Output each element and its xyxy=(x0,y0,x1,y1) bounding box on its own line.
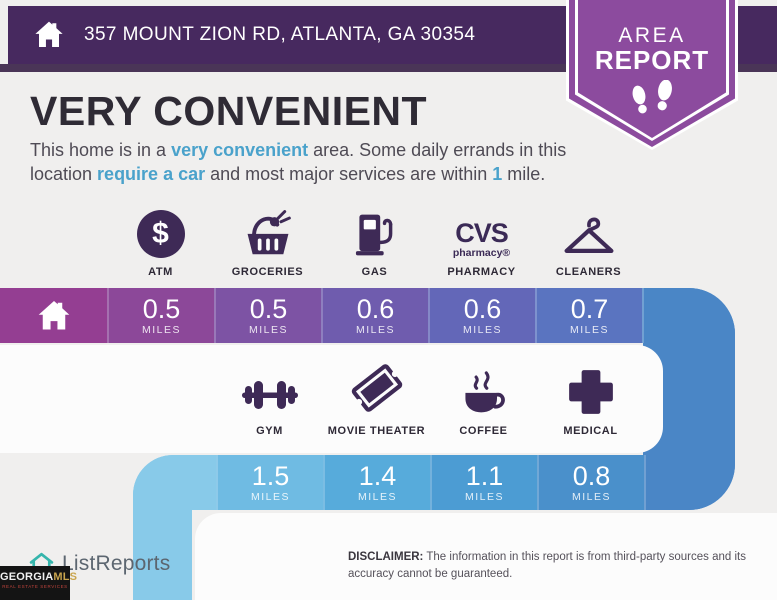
service-label-medical: MEDICAL xyxy=(563,425,618,437)
service-label-groceries: GROCERIES xyxy=(231,266,304,278)
service-pharmacy: CVS pharmacy® PHARMACY xyxy=(428,202,535,278)
distance-unit: MILES xyxy=(141,324,181,337)
distance-unit: MILES xyxy=(250,491,290,504)
distance-cell-movie-theater: 1.4 MILES xyxy=(323,455,430,510)
movie-ticket-icon xyxy=(351,364,402,412)
footprints-icon xyxy=(632,80,672,114)
home-icon-bar xyxy=(38,300,69,329)
distance-cell-pharmacy: 0.6 MILES xyxy=(428,288,535,343)
descr-seg-6: mile. xyxy=(502,164,546,185)
service-groceries: GROCERIES xyxy=(214,202,321,278)
hanger-icon xyxy=(564,217,613,253)
disclaimer-text: DISCLAIMER: The information in this repo… xyxy=(348,549,746,582)
header-bottom-edge xyxy=(0,64,777,72)
service-movie-theater: MOVIE THEATER xyxy=(323,353,430,437)
descr-seg-0: This home is in a xyxy=(30,140,172,160)
service-label-coffee: COFFEE xyxy=(459,425,508,437)
atm-dollar-icon: $ xyxy=(136,210,185,258)
home-distance-origin xyxy=(0,288,107,343)
distance-value: 1.5 xyxy=(251,460,290,491)
distance-bar-row2: 1.5 MILES 1.4 MILES 1.1 MILES 0.8 MILES xyxy=(133,455,735,510)
distance-value: 0.5 xyxy=(142,293,181,324)
distance-cell-coffee: 1.1 MILES xyxy=(430,455,537,510)
badge-title-line1: AREA xyxy=(618,24,686,47)
walkability-description: This home is in a very convenient area. … xyxy=(30,138,575,187)
service-cleaners: CLEANERS xyxy=(535,202,642,278)
distance-unit: MILES xyxy=(355,324,395,337)
listreports-wordmark: ListReports xyxy=(62,551,171,575)
service-gas: GAS xyxy=(321,202,428,278)
distance-cell-gas: 0.6 MILES xyxy=(321,288,428,343)
descr-highlight-require-a-car: require a car xyxy=(97,164,206,185)
distance-value: 0.6 xyxy=(356,293,395,324)
footer-panel xyxy=(195,513,777,600)
service-label-gym: GYM xyxy=(256,425,283,437)
distance-cell-gym: 1.5 MILES xyxy=(216,455,323,510)
distance-value: 0.5 xyxy=(249,293,288,324)
distance-value: 0.6 xyxy=(463,293,502,324)
ribbon-corner-top-right xyxy=(642,288,735,343)
cvs-pharmacy-logo: CVS pharmacy® xyxy=(452,217,511,259)
georgiamls-mls: MLS xyxy=(53,571,78,583)
ribbon-corner-top-left xyxy=(133,455,216,510)
distance-unit: MILES xyxy=(569,324,609,337)
ribbon-row2-tail xyxy=(644,455,735,510)
area-report-badge: AREA REPORT xyxy=(566,0,738,150)
disclaimer-body: The information in this report is from t… xyxy=(348,551,746,580)
service-label-gas: GAS xyxy=(361,266,388,278)
service-atm: $ ATM xyxy=(107,202,214,278)
distance-cell-medical: 0.8 MILES xyxy=(537,455,644,510)
distance-unit: MILES xyxy=(571,491,611,504)
descr-seg-4: and most major services are within xyxy=(205,164,493,185)
dollar-glyph: $ xyxy=(152,217,169,250)
service-label-atm: ATM xyxy=(148,266,173,278)
services-row2: GYM MOVIE THEATER xyxy=(216,353,644,437)
descr-highlight-miles: 1 xyxy=(492,164,503,185)
service-label-cleaners: CLEANERS xyxy=(555,266,622,278)
service-gym: GYM xyxy=(216,353,323,437)
cvs-pharmacy-word: pharmacy® xyxy=(452,246,511,259)
distance-unit: MILES xyxy=(462,324,502,337)
service-coffee: COFFEE xyxy=(430,353,537,437)
groceries-basket-icon xyxy=(247,210,291,255)
distance-value: 1.1 xyxy=(465,460,504,491)
coffee-cup-icon xyxy=(464,371,505,413)
property-address: 357 MOUNT ZION RD, ATLANTA, GA 30354 xyxy=(84,24,476,45)
distance-unit: MILES xyxy=(248,324,288,337)
distance-value: 0.8 xyxy=(572,460,611,491)
distance-cell-cleaners: 0.7 MILES xyxy=(535,288,642,343)
walkability-headline: VERY CONVENIENT xyxy=(30,88,428,134)
disclaimer-label: DISCLAIMER: xyxy=(348,551,424,563)
georgiamls-logo: GEORGIAMLS REAL ESTATE SERVICES xyxy=(0,566,77,600)
distance-value: 1.4 xyxy=(358,460,397,491)
services-row1: $ ATM GROCERIES xyxy=(107,202,642,278)
distance-bar-row1: 0.5 MILES 0.5 MILES 0.6 MILES 0.6 MILES … xyxy=(0,288,735,343)
distance-unit: MILES xyxy=(357,491,397,504)
distance-value: 0.7 xyxy=(570,293,609,324)
cvs-wordmark: CVS xyxy=(455,217,509,248)
service-label-pharmacy: PHARMACY xyxy=(447,266,516,278)
distance-cell-atm: 0.5 MILES xyxy=(107,288,214,343)
georgiamls-tagline: REAL ESTATE SERVICES xyxy=(2,584,68,589)
georgiamls-georgia: GEORGIA xyxy=(0,571,54,583)
distance-cell-groceries: 0.5 MILES xyxy=(214,288,321,343)
service-medical: MEDICAL xyxy=(537,353,644,437)
badge-title-line2: REPORT xyxy=(594,45,710,75)
home-icon xyxy=(35,21,63,47)
dumbbell-icon xyxy=(241,381,298,409)
service-label-movie-theater: MOVIE THEATER xyxy=(327,425,426,437)
content-panel xyxy=(0,345,663,453)
gas-pump-icon xyxy=(355,214,392,256)
descr-highlight-very-convenient: very convenient xyxy=(171,140,309,160)
descr-seg-2: area. Some daily errands in this locatio… xyxy=(30,140,567,185)
distance-unit: MILES xyxy=(464,491,504,504)
medical-cross-icon xyxy=(568,370,613,414)
